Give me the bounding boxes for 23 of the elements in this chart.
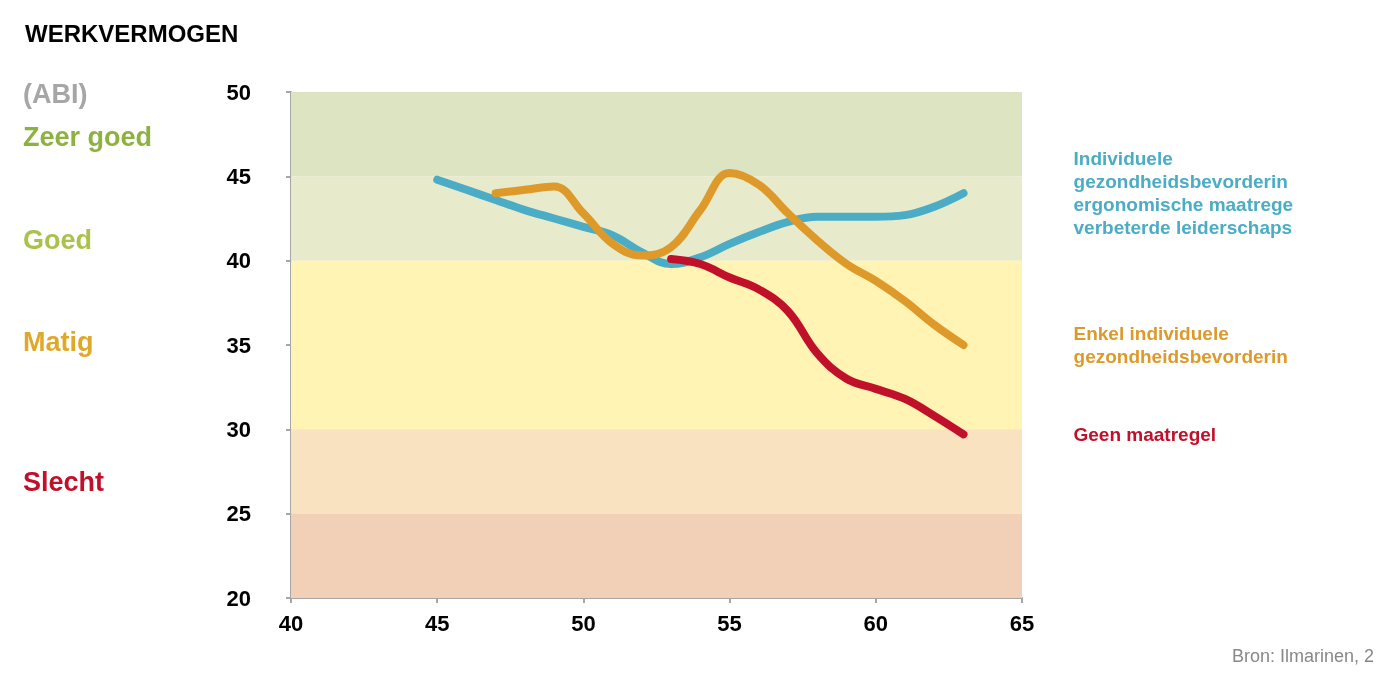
text: Enkel individuele gezondheidsbevorderin (1073, 323, 1288, 367)
y-tick-label: 45 (226, 163, 251, 189)
x-tick-label: 40 (278, 610, 304, 636)
y-tick-label: 30 (226, 416, 251, 442)
chart-title: WERKVERMOGEN (25, 19, 239, 47)
text: Matig (23, 326, 94, 357)
x-tick-label: 55 (717, 610, 742, 636)
y-tick-label: 50 (226, 79, 251, 105)
y-tick-label: 20 (226, 585, 251, 611)
x-tick-label: 60 (863, 610, 889, 636)
y-tick-label: 35 (226, 332, 251, 358)
y-tick-label: 40 (226, 248, 251, 274)
text: Slecht (23, 466, 105, 497)
text: (ABI) (23, 78, 88, 109)
x-tick-label: 65 (1009, 610, 1035, 636)
text: Goed (23, 224, 93, 255)
text: Zeer goed (23, 121, 153, 152)
x-tick-label: 45 (424, 610, 450, 636)
text: Individuele gezondheidsbevorderin ergonomische maatrege verbeterde leiderschaps (1073, 148, 1294, 239)
y-tick-label: 25 (226, 501, 251, 527)
text: Bron: Ilmarinen, 2 (1231, 646, 1375, 666)
text: Geen maatregel (1073, 423, 1217, 445)
x-tick-label: 50 (571, 610, 596, 636)
